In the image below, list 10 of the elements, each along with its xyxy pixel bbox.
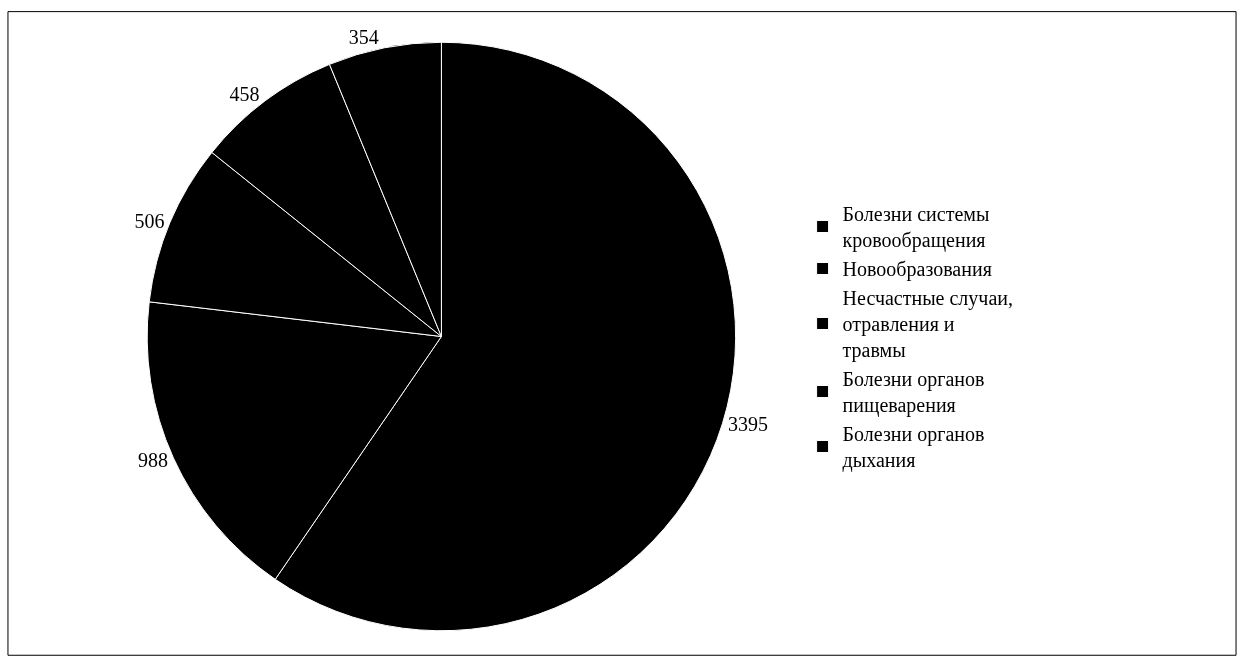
data-label: 988 xyxy=(137,449,168,472)
legend-label: Болезни органов дыхания xyxy=(842,423,985,473)
data-label: 354 xyxy=(348,26,379,49)
data-label: 458 xyxy=(229,82,260,105)
legend-label: Новообразования xyxy=(842,258,992,282)
legend-label: Болезни системы кровообращения xyxy=(842,203,990,253)
data-label: 506 xyxy=(134,210,165,233)
data-label: 3395 xyxy=(727,413,768,436)
legend-label: Болезни органов пищеварения xyxy=(842,368,985,418)
legend-label: Несчастные случаи, отравления и травмы xyxy=(842,287,1013,363)
